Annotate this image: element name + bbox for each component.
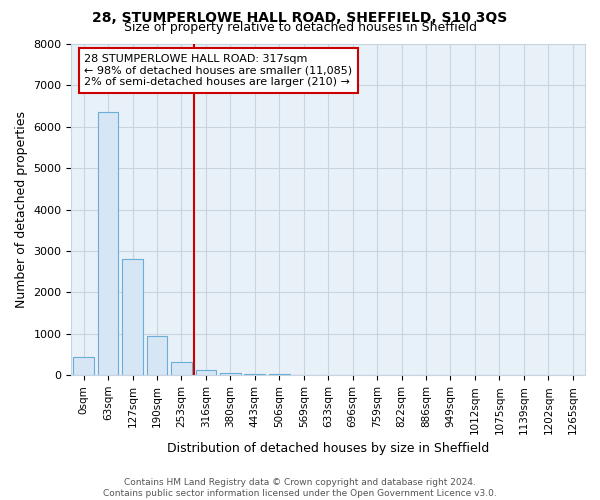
Bar: [146, 336, 167, 375]
X-axis label: Distribution of detached houses by size in Sheffield: Distribution of detached houses by size …: [167, 442, 490, 455]
Y-axis label: Number of detached properties: Number of detached properties: [15, 111, 28, 308]
Bar: [171, 362, 192, 375]
Text: Contains HM Land Registry data © Crown copyright and database right 2024.
Contai: Contains HM Land Registry data © Crown c…: [103, 478, 497, 498]
Text: Size of property relative to detached houses in Sheffield: Size of property relative to detached ho…: [124, 22, 476, 35]
Bar: [220, 373, 241, 375]
Bar: [73, 356, 94, 375]
Text: 28 STUMPERLOWE HALL ROAD: 317sqm
← 98% of detached houses are smaller (11,085)
2: 28 STUMPERLOWE HALL ROAD: 317sqm ← 98% o…: [84, 54, 352, 87]
Bar: [98, 112, 118, 375]
Bar: [196, 370, 217, 375]
Bar: [269, 374, 290, 375]
Bar: [122, 260, 143, 375]
Bar: [244, 374, 265, 375]
Text: 28, STUMPERLOWE HALL ROAD, SHEFFIELD, S10 3QS: 28, STUMPERLOWE HALL ROAD, SHEFFIELD, S1…: [92, 11, 508, 25]
